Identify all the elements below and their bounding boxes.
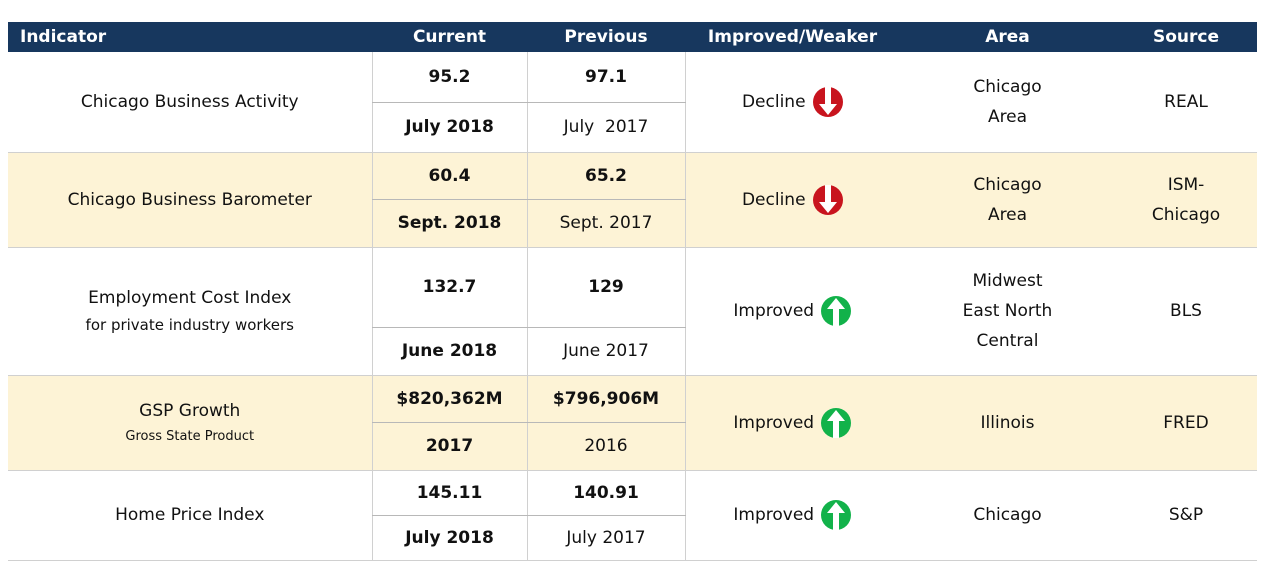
trend-label: Improved	[733, 505, 815, 525]
indicator-name: Chicago Business Activity	[80, 91, 299, 112]
area-line: Midwest	[972, 271, 1043, 291]
column-header: Current	[372, 22, 527, 52]
column-header: Previous	[527, 22, 685, 52]
area-cell: Midwest East North Central	[900, 247, 1115, 376]
trend-label: Improved	[733, 412, 815, 433]
area-line: Central	[976, 331, 1039, 351]
area-line: Illinois	[980, 412, 1035, 433]
column-header: Source	[1115, 22, 1257, 52]
previous-value: 140.91	[526, 470, 685, 516]
down-arrow-icon	[812, 86, 843, 117]
down-arrow-icon	[812, 184, 843, 215]
source-cell: REAL	[1115, 52, 1257, 153]
trend-cell: Decline	[684, 52, 900, 153]
previous-date: June 2017	[526, 327, 685, 376]
column-header: Area	[900, 22, 1115, 52]
indicator-name: GSP Growth	[139, 401, 241, 421]
column-header: Improved/Weaker	[685, 22, 900, 52]
table-row: Chicago Business Barometer 60.4 65.2 Declin…	[8, 152, 1257, 248]
current-date: June 2018	[371, 327, 527, 376]
indicator-name: Employment Cost Index	[88, 288, 292, 308]
previous-date: 2016	[526, 422, 685, 471]
area-cell: Chicago	[900, 470, 1115, 561]
column-header: Indicator	[8, 22, 372, 52]
area-cell: Illinois	[900, 375, 1115, 471]
trend: Improved	[733, 295, 852, 327]
area-line: Area	[987, 204, 1028, 225]
table-row-dates: July 2018 July 2017	[8, 515, 1257, 561]
previous-value: 97.1	[526, 52, 685, 103]
previous-date: Sept. 2017	[526, 199, 685, 248]
source-line: FRED	[1163, 412, 1209, 433]
trend: Decline	[742, 184, 844, 216]
trend-label: Decline	[741, 91, 806, 112]
previous-value: 65.2	[526, 152, 685, 200]
indicator-cell: Employment Cost Index for private industr…	[8, 247, 372, 376]
indicator-cell: Home Price Index	[8, 470, 372, 561]
source-cell: BLS	[1115, 247, 1257, 376]
trend-cell: Improved	[684, 470, 900, 561]
trend-label: Decline	[741, 189, 806, 210]
up-arrow-icon	[821, 500, 852, 530]
area-cell: Chicago Area	[900, 152, 1115, 248]
trend-cell: Improved	[684, 375, 900, 471]
table-row-dates: Sept. 2018 Sept. 2017	[8, 199, 1257, 248]
area-line: Chicago	[973, 505, 1042, 525]
indicator-name: Home Price Index	[115, 505, 265, 525]
trend-cell: Decline	[684, 152, 900, 248]
table-body: Chicago Business Activity 95.2 97.1 Decline…	[8, 52, 1257, 561]
indicator-cell: Chicago Business Activity	[8, 52, 372, 153]
source-cell: ISM- Chicago	[1115, 152, 1257, 248]
source-cell: S&P	[1115, 470, 1257, 561]
table-row-dates: 2017 2016	[8, 422, 1257, 471]
trend: Decline	[742, 86, 844, 118]
table-row-dates: July 2018 July 2017	[8, 102, 1257, 153]
source-cell: FRED	[1115, 375, 1257, 471]
current-date: July 2018	[371, 515, 527, 561]
current-date: July 2018	[371, 102, 527, 153]
previous-date: July 2017	[526, 515, 685, 561]
table-wrap: Indicator Current Previous Improved/Weaker A…	[8, 22, 1257, 561]
indicator-cell: Chicago Business Barometer	[8, 152, 372, 248]
source-line: REAL	[1164, 91, 1208, 112]
previous-value: $796,906M	[526, 375, 685, 423]
source-line: BLS	[1170, 301, 1202, 321]
table-row: GSP Growth Gross State Product $820,362M $7…	[8, 375, 1257, 471]
indicator-note: for private industry workers	[85, 316, 294, 334]
table-row: Employment Cost Index for private industr…	[8, 247, 1257, 376]
current-value: 145.11	[371, 470, 527, 516]
up-arrow-icon	[821, 407, 852, 438]
trend-label: Improved	[733, 301, 815, 321]
previous-value: 129	[526, 247, 685, 328]
current-value: 95.2	[371, 52, 527, 103]
area-line: East North	[962, 301, 1053, 321]
source-line: Chicago	[1151, 204, 1221, 225]
area-line: Chicago	[973, 174, 1042, 195]
area-line: Chicago	[973, 76, 1042, 97]
up-arrow-icon	[821, 296, 852, 326]
trend-cell: Improved	[684, 247, 900, 376]
current-date: 2017	[371, 422, 527, 471]
source-line: S&P	[1168, 505, 1204, 525]
indicator-name: Chicago Business Barometer	[67, 189, 312, 210]
table-row-dates: June 2018 June 2017	[8, 327, 1257, 376]
current-value: 60.4	[371, 152, 527, 200]
trend: Improved	[733, 499, 852, 531]
current-date: Sept. 2018	[371, 199, 527, 248]
current-value: 132.7	[371, 247, 527, 328]
area-line: Area	[987, 106, 1028, 127]
trend: Improved	[733, 407, 852, 439]
indicator-note: Gross State Product	[125, 429, 255, 444]
previous-date: July 2017	[526, 102, 685, 153]
current-value: $820,362M	[371, 375, 527, 423]
indicator-cell: GSP Growth Gross State Product	[8, 375, 372, 471]
source-line: ISM-	[1167, 174, 1205, 195]
indicator-table: Indicator Current Previous Improved/Weaker A…	[8, 22, 1257, 561]
table-row: Home Price Index 145.11 140.91 Improved Chic…	[8, 470, 1257, 561]
table-row: Chicago Business Activity 95.2 97.1 Decline…	[8, 52, 1257, 153]
header-row: Indicator Current Previous Improved/Weaker A…	[8, 22, 1257, 52]
area-cell: Chicago Area	[900, 52, 1115, 153]
